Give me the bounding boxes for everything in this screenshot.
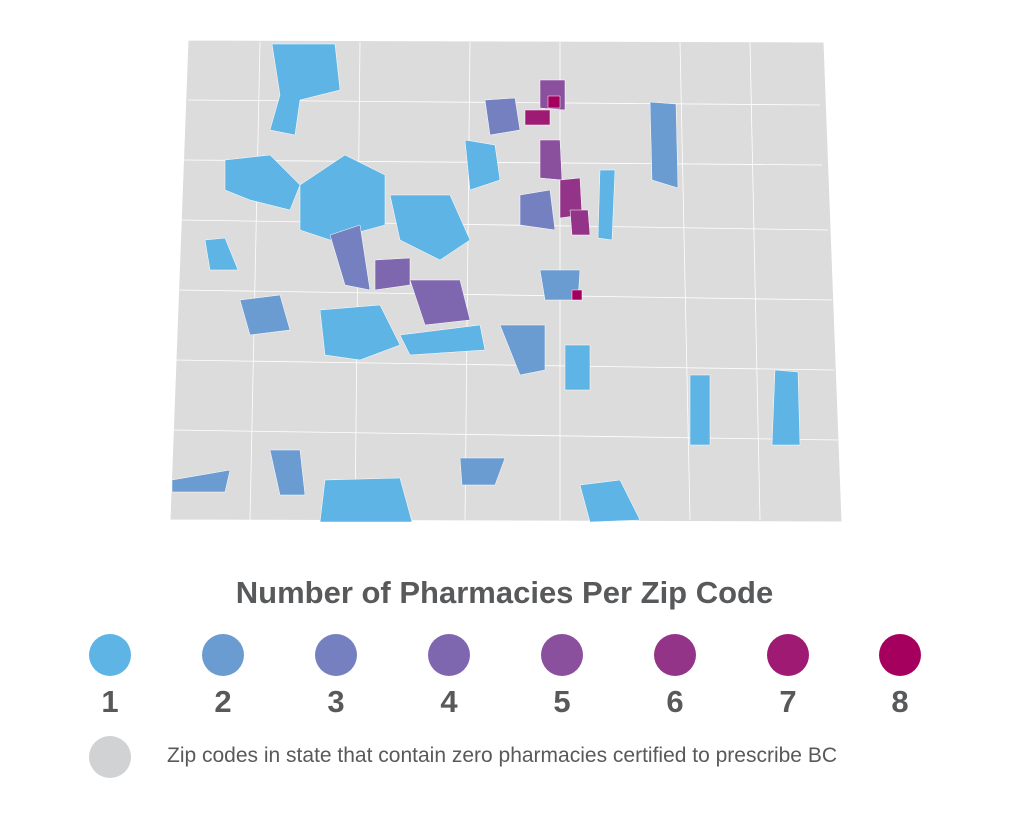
zip-region-2 (499, 324, 546, 376)
zip-region-2 (239, 294, 291, 336)
legend-label-6: 6 (666, 684, 684, 719)
legend-swatch-6 (654, 634, 696, 676)
legend-swatch-7 (767, 634, 809, 676)
zip-region-2 (649, 101, 679, 189)
zip-region-3 (329, 224, 371, 291)
legend-swatch-zero (89, 736, 131, 778)
legend-label-3: 3 (327, 684, 345, 719)
zip-region-3 (519, 189, 556, 231)
colorado-zip-map (169, 39, 843, 523)
legend-label-1: 1 (101, 684, 119, 719)
legend-swatch-2 (202, 634, 244, 676)
legend-swatch-4 (428, 634, 470, 676)
zip-region-2 (171, 469, 231, 493)
legend-label-5: 5 (553, 684, 571, 719)
zip-region-6 (569, 209, 591, 236)
zip-region-1 (319, 477, 413, 523)
legend-label-2: 2 (214, 684, 232, 719)
legend-label-8: 8 (891, 684, 909, 719)
zip-region-1 (464, 139, 501, 191)
zip-region-1 (771, 369, 801, 446)
zip-regions (171, 43, 801, 523)
zip-region-2 (459, 457, 506, 486)
zip-region-1 (579, 479, 641, 523)
zip-region-7 (524, 109, 551, 126)
legend-title: Number of Pharmacies Per Zip Code (235, 575, 774, 610)
zip-region-1 (204, 237, 239, 271)
zip-region-1 (689, 374, 711, 446)
zip-region-1 (564, 344, 591, 391)
legend-swatch-1 (89, 634, 131, 676)
zip-region-5 (539, 139, 563, 181)
zip-region-1 (399, 324, 486, 356)
zip-region-2 (269, 449, 306, 496)
zip-region-4 (409, 279, 471, 326)
zip-region-8 (571, 289, 583, 301)
zip-region-4 (374, 257, 411, 291)
zip-region-1 (319, 304, 401, 361)
zip-region-1 (597, 169, 616, 241)
legend-swatch-3 (315, 634, 357, 676)
zip-region-1 (224, 154, 301, 211)
zip-region-1 (299, 154, 386, 241)
zip-region-3 (484, 97, 521, 136)
zip-region-8 (547, 95, 561, 109)
legend-label-4: 4 (440, 684, 458, 719)
zip-region-1 (389, 194, 471, 261)
zip-region-1 (269, 43, 341, 136)
legend-swatch-5 (541, 634, 583, 676)
legend-swatch-8 (879, 634, 921, 676)
legend-label-zero: Zip codes in state that contain zero pha… (167, 744, 837, 767)
legend-label-7: 7 (779, 684, 797, 719)
